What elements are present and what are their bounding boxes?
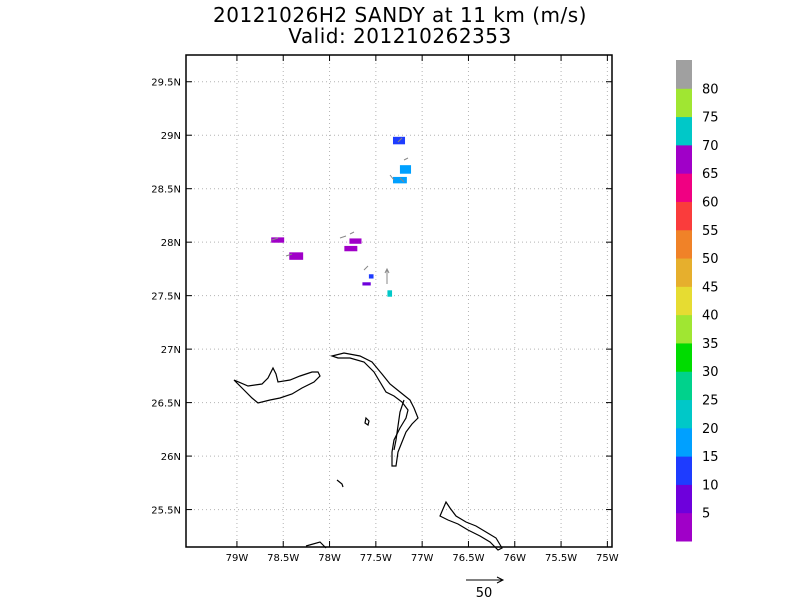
wind-vectors [271, 137, 409, 284]
wind-vector [403, 157, 409, 161]
colorbar-segment [676, 314, 692, 344]
wind-cell [349, 238, 362, 244]
colorbar-segment [676, 201, 692, 231]
colorbar-segment [676, 427, 692, 457]
lat-label: 28.5N [151, 185, 181, 196]
wind-cell [387, 290, 393, 297]
lat-label: 29N [161, 131, 181, 142]
coastline [233, 352, 503, 551]
colorbar-segment [676, 399, 692, 429]
colorbar-segment [676, 512, 692, 542]
nassau-coast [305, 541, 327, 549]
wind-cell [368, 274, 374, 279]
lat-label: 27.5N [151, 292, 181, 303]
colorbar-label: 65 [702, 167, 719, 182]
colorbar-label: 30 [702, 365, 719, 380]
abaco-west-coast [393, 399, 405, 451]
reference-arrowhead [496, 576, 505, 584]
wind-cell [399, 165, 412, 174]
colorbar-segment [676, 229, 692, 259]
lat-label: 26N [161, 452, 181, 463]
colorbar-segment [676, 173, 692, 202]
map-frame [185, 54, 613, 548]
lat-label: 28N [161, 238, 181, 249]
colorbar-segment [676, 60, 692, 89]
wind-vector [339, 235, 347, 239]
wind-vector [389, 174, 395, 181]
colorbar-segment [676, 144, 692, 174]
lon-label: 78W [318, 553, 341, 564]
colorbar-label: 5 [702, 507, 710, 522]
colorbar-label: 10 [702, 478, 719, 493]
colorbar-label: 60 [702, 195, 719, 210]
lon-label: 76.5W [452, 553, 484, 564]
abaco-coast [329, 352, 419, 467]
eleuthera-coast [439, 500, 503, 551]
lon-label: 79W [226, 553, 249, 564]
small-cay [364, 416, 370, 426]
wind-vector [349, 231, 355, 235]
reference-vector: 50 [466, 576, 505, 600]
lon-label: 78.5W [267, 553, 299, 564]
wind-vector [271, 237, 279, 241]
map-title: 20121026H2 SANDY at 11 km (m/s) [213, 3, 587, 27]
lat-label: 29.5N [151, 78, 181, 89]
wind-vector [384, 267, 390, 284]
wind-cell [344, 245, 358, 252]
colorbar-segment [676, 286, 692, 316]
colorbar-label: 75 [702, 111, 719, 126]
wind-vector [363, 265, 369, 271]
colorbar-label: 45 [702, 280, 719, 295]
colorbar-label: 25 [702, 394, 719, 409]
colorbar-label: 20 [702, 422, 719, 437]
wind-cell [392, 176, 407, 184]
colorbar-label: 50 [702, 252, 719, 267]
lat-label: 25.5N [151, 506, 181, 517]
colorbar-segment [676, 258, 692, 287]
lat-label: 26.5N [151, 399, 181, 410]
wind-vector [397, 137, 403, 143]
axis-ticks: 29.5N 29N 28.5N 28N 27.5N 27N 26.5N 26N 25.5N 79W… [151, 55, 619, 564]
reference-vector-label: 50 [476, 586, 493, 600]
colorbar-label: 35 [702, 337, 719, 352]
colorbar-label: 40 [702, 309, 719, 324]
wind-field [271, 136, 412, 297]
wind-cell [289, 252, 304, 260]
grand-bahama-coast [233, 366, 321, 404]
colorbar: 5 10 15 20 25 30 35 40 45 50 55 60 65 70 75 80 [676, 60, 719, 542]
colorbar-segment [676, 371, 692, 401]
colorbar-segment [676, 88, 692, 118]
wind-vector [285, 253, 293, 257]
colorbar-label: 55 [702, 224, 719, 239]
berry-islands [336, 479, 344, 488]
lon-label: 77W [411, 553, 434, 564]
colorbar-segment [676, 342, 692, 372]
lon-label: 75W [596, 553, 619, 564]
lon-label: 75.5W [545, 553, 577, 564]
colorbar-label: 70 [702, 139, 719, 154]
colorbar-label: 80 [702, 82, 719, 97]
lon-label: 76W [503, 553, 526, 564]
wind-cell [271, 237, 285, 243]
wind-cell [362, 282, 371, 286]
wind-vector [399, 177, 405, 183]
lat-label: 27N [161, 345, 181, 356]
lon-label: 77.5W [360, 553, 392, 564]
colorbar-label: 15 [702, 450, 719, 465]
colorbar-segment [676, 116, 692, 146]
map-subtitle: Valid: 201210262353 [288, 24, 512, 48]
colorbar-segment [676, 484, 692, 514]
graticule [186, 55, 612, 547]
colorbar-segment [676, 456, 692, 485]
